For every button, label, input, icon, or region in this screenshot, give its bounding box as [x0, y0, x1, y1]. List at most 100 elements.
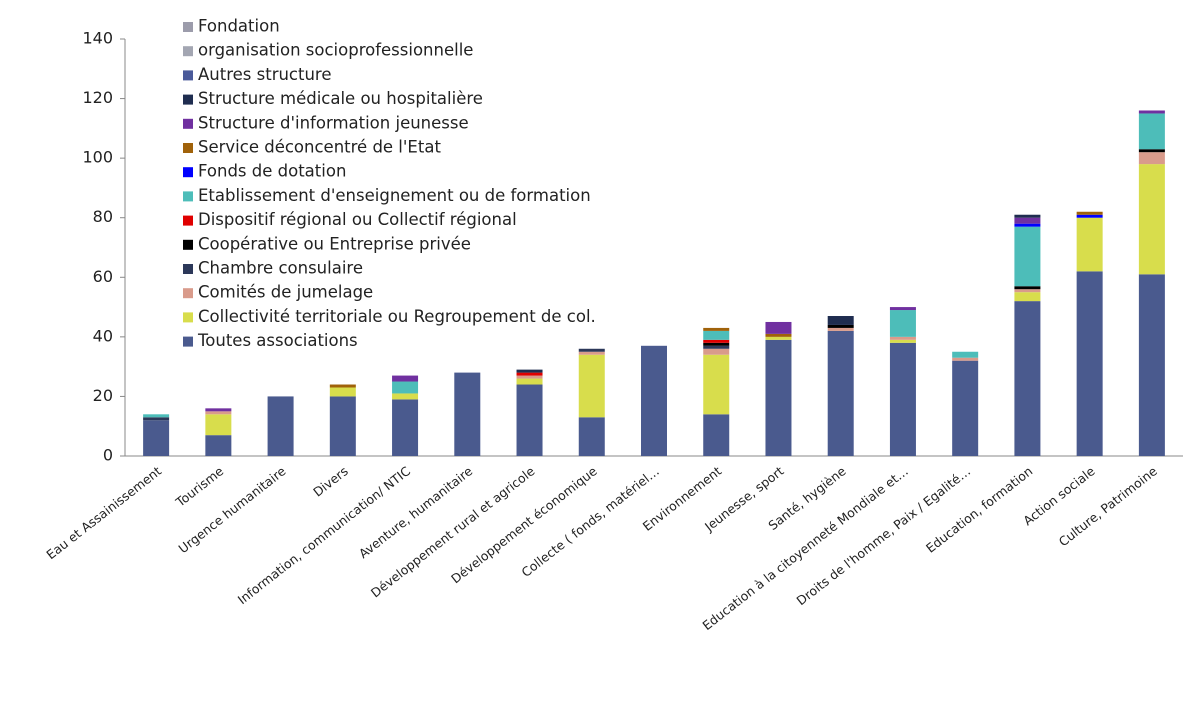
bar-segment	[267, 396, 294, 456]
bar-segment	[392, 393, 419, 400]
bar-segment	[516, 369, 543, 373]
bar-segment	[827, 327, 854, 331]
bar-segment	[889, 339, 916, 343]
bar-segment	[889, 310, 916, 337]
bar-segment	[1076, 211, 1103, 215]
bar-segment	[205, 414, 232, 436]
legend-swatch	[183, 264, 193, 274]
bar-segment	[516, 378, 543, 385]
bar-segment	[889, 307, 916, 311]
bar-segment	[205, 408, 232, 412]
legend-label: Dispositif régional ou Collectif régiona…	[198, 210, 517, 229]
legend-label: Structure d'information jeunesse	[198, 113, 469, 132]
legend-label: Collectivité territoriale ou Regroupemen…	[198, 307, 596, 326]
bar-segment	[578, 348, 605, 352]
legend-label: Fonds de dotation	[198, 162, 346, 181]
bar-segment	[329, 384, 356, 388]
bar-segment	[392, 381, 419, 394]
bar-segment	[641, 345, 667, 456]
x-tick-label: Education, formation	[923, 463, 1035, 555]
bar-segment	[952, 351, 979, 358]
bar-segment	[1138, 149, 1165, 153]
bar-segment	[1138, 164, 1165, 275]
bar-segment	[765, 336, 792, 340]
legend-swatch	[183, 94, 193, 105]
bar-segment	[952, 360, 979, 456]
legend-label: Coopérative ou Entreprise privée	[198, 234, 471, 253]
y-tick-label: 100	[82, 148, 113, 167]
bar-segment	[1076, 217, 1103, 272]
bar-segment	[1014, 289, 1041, 293]
bar-segment	[329, 396, 356, 456]
bar-segment	[703, 354, 730, 415]
legend-label: Service déconcentré de l'Etat	[198, 138, 441, 157]
bar-segment	[1138, 274, 1165, 456]
bar-segment	[1138, 110, 1165, 114]
bar-segment	[952, 357, 979, 361]
bar-segment	[578, 351, 605, 355]
bar-segment	[827, 330, 854, 456]
legend-label: Autres structure	[198, 65, 332, 84]
bar-segment	[1014, 223, 1041, 227]
bar-segment	[1014, 217, 1041, 224]
bar-segment	[765, 333, 792, 337]
bar-segment	[703, 345, 730, 349]
bar-segment	[1014, 214, 1041, 218]
bar-segment	[889, 336, 916, 340]
x-tick-label: Urgence humanitaire	[175, 463, 288, 556]
y-tick-label: 60	[93, 267, 113, 286]
legend-swatch	[183, 118, 193, 129]
bar-segment	[703, 327, 730, 331]
bar-segment	[143, 420, 170, 456]
legend-label: Comités de jumelage	[198, 283, 373, 302]
legend-label: organisation socioprofessionnelle	[198, 41, 473, 60]
bar-segment	[703, 414, 730, 456]
bar-segment	[205, 411, 232, 415]
bar-segment	[392, 375, 419, 382]
x-tick-label: Divers	[310, 463, 351, 499]
x-tick-label: Tourisme	[172, 463, 226, 510]
bar-segment	[1076, 271, 1103, 456]
bar-segment	[516, 384, 543, 456]
legend-label: Chambre consulaire	[198, 259, 363, 278]
bar-segment	[1014, 226, 1041, 287]
x-tick-label: Aventure, humanitaire	[356, 463, 476, 561]
y-tick-label: 80	[93, 207, 113, 226]
bar-segment	[703, 342, 730, 346]
bar-segment	[454, 372, 481, 456]
legend-swatch	[183, 22, 193, 32]
legend-swatch	[183, 191, 193, 202]
bar-segment	[827, 316, 854, 325]
bar-segment	[703, 330, 730, 340]
legend-label: Etablissement d'enseignement ou de forma…	[198, 186, 591, 205]
legend-swatch	[183, 70, 193, 81]
bar-segment	[765, 321, 792, 334]
bar-segment	[703, 339, 730, 343]
legend-swatch	[183, 143, 193, 153]
legend-swatch	[183, 288, 193, 299]
bar-segment	[1014, 292, 1041, 302]
bar-segment	[392, 399, 419, 456]
bar-segment	[889, 342, 916, 456]
bar-segment	[1014, 286, 1041, 290]
bar-segment	[516, 375, 543, 379]
legend-swatch	[183, 215, 193, 226]
y-tick-label: 0	[103, 446, 113, 465]
bar-segment	[578, 354, 605, 418]
bar-segment	[205, 435, 232, 456]
bar-segment	[516, 372, 543, 376]
bar-segment	[1014, 301, 1041, 456]
bar-segment	[329, 387, 356, 397]
x-tick-label: Eau et Assainissement	[43, 463, 164, 562]
legend-swatch	[183, 46, 193, 57]
bar-segment	[703, 348, 730, 355]
bar-segment	[578, 417, 605, 456]
bar-segment	[1138, 113, 1165, 150]
y-tick-label: 40	[93, 326, 113, 345]
y-tick-label: 140	[82, 29, 113, 48]
bar-segment	[1076, 214, 1103, 218]
bar-segment	[1138, 152, 1165, 165]
y-tick-label: 20	[93, 386, 113, 405]
bar-segment	[827, 324, 854, 328]
